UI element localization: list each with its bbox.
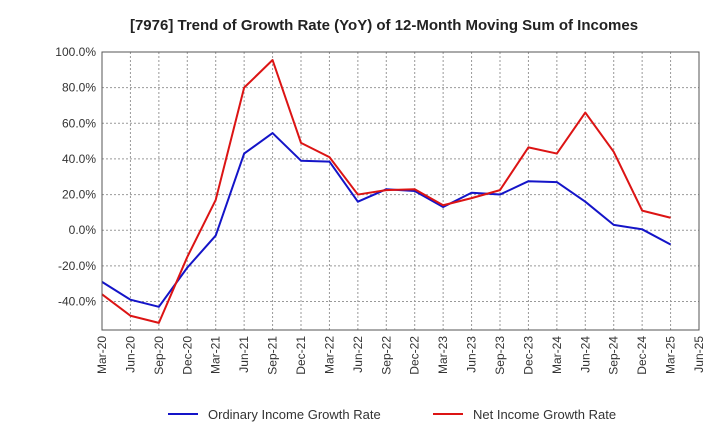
series-layer	[101, 59, 672, 324]
x-tick-label: Dec-21	[294, 336, 308, 375]
y-tick-label: 80.0%	[62, 81, 96, 95]
x-tick-label: Sep-22	[379, 336, 393, 375]
x-tick-label: Dec-20	[180, 336, 194, 375]
chart-title: [7976] Trend of Growth Rate (YoY) of 12-…	[130, 17, 638, 34]
x-tick-label: Sep-21	[266, 336, 280, 375]
x-tick-label: Jun-22	[351, 336, 365, 373]
y-tick-label: 60.0%	[62, 116, 96, 130]
x-tick-label: Mar-24	[550, 336, 564, 374]
x-tick-label: Dec-23	[521, 336, 535, 375]
x-tick-label: Jun-20	[123, 336, 137, 373]
x-tick-label: Mar-20	[95, 336, 109, 374]
x-tick-label: Dec-24	[635, 336, 649, 375]
y-tick-label: -20.0%	[58, 259, 96, 273]
x-tick-label: Mar-25	[664, 336, 678, 374]
x-tick-label: Sep-24	[607, 336, 621, 375]
x-tick-label: Jun-24	[578, 336, 592, 373]
x-tick-label: Dec-22	[408, 336, 422, 375]
legend-label-net-income: Net Income Growth Rate	[473, 407, 616, 422]
x-tick-label: Sep-23	[493, 336, 507, 375]
y-tick-label: 100.0%	[55, 45, 96, 59]
x-tick-label: Jun-21	[237, 336, 251, 373]
x-tick-label: Mar-23	[436, 336, 450, 374]
x-tick-label: Sep-20	[152, 336, 166, 375]
y-tick-label: 40.0%	[62, 152, 96, 166]
legend-label-ordinary-income: Ordinary Income Growth Rate	[208, 407, 381, 422]
net-income-line	[101, 59, 671, 324]
x-tick-label: Mar-21	[209, 336, 223, 374]
plot-frame	[101, 51, 700, 331]
x-tick-label: Mar-22	[322, 336, 336, 374]
y-tick-label: 20.0%	[62, 188, 96, 202]
x-tick-label: Jun-23	[465, 336, 479, 373]
axes: 100.0% 80.0% 60.0% 40.0% 20.0% 0.0% -20.0% -40.…	[55, 45, 706, 375]
y-tick-label: -40.0%	[58, 294, 96, 308]
x-tick-label: Jun-25	[692, 336, 706, 373]
y-tick-label: 0.0%	[69, 223, 97, 237]
legend: Ordinary Income Growth Rate Net Income G…	[168, 407, 616, 422]
